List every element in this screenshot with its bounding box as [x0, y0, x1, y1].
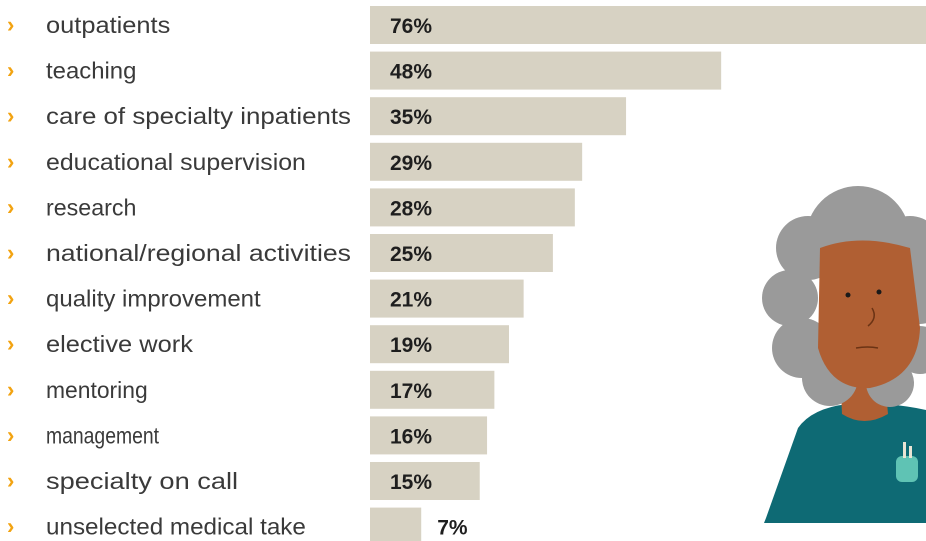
bar [370, 507, 422, 541]
bar [370, 51, 722, 90]
bar [370, 142, 583, 181]
category-label: outpatients [46, 12, 170, 38]
value-label: 16% [390, 425, 432, 448]
category-label: care of specialty inpatients [46, 103, 351, 129]
nose [867, 307, 875, 327]
category-label: national/regional activities [46, 240, 351, 266]
value-label: 48% [390, 61, 432, 84]
bullet-chevron-icon: › [7, 331, 14, 356]
value-label: 25% [390, 243, 432, 266]
bar [370, 97, 627, 136]
bullet-chevron-icon: › [7, 12, 14, 37]
bar [370, 234, 553, 272]
value-label: 15% [390, 471, 432, 494]
value-label: 17% [390, 380, 432, 403]
pen-shape [903, 442, 906, 458]
bar [370, 188, 575, 227]
bullet-chevron-icon: › [7, 422, 14, 447]
bullet-chevron-icon: › [7, 149, 14, 174]
doctor-avatar-icon [762, 186, 926, 523]
bullet-chevron-icon: › [7, 240, 14, 265]
face-shape [818, 240, 920, 389]
category-label: unselected medical take [46, 514, 306, 540]
value-label: 28% [390, 197, 432, 220]
category-label: specialty on call [46, 468, 238, 494]
pocket-shape [896, 456, 918, 482]
value-label: 29% [390, 152, 432, 175]
bar [370, 462, 480, 500]
category-label: elective work [46, 331, 193, 357]
bullet-chevron-icon: › [7, 514, 14, 539]
bullet-chevron-icon: › [7, 58, 14, 83]
tunic-shape [764, 403, 926, 523]
bullet-chevron-icon: › [7, 286, 14, 311]
left-eye [845, 292, 851, 298]
category-label: mentoring [46, 377, 148, 403]
right-eye [876, 289, 882, 295]
bar [370, 416, 488, 455]
bullet-chevron-icon: › [7, 468, 14, 493]
bar [370, 370, 495, 409]
bullet-chevron-icon: › [7, 377, 14, 402]
value-label: 76% [390, 15, 432, 38]
bar [370, 6, 926, 44]
pen-shape [909, 446, 912, 458]
mouth [855, 346, 879, 349]
value-label: 35% [390, 106, 432, 129]
bullet-chevron-icon: › [7, 194, 14, 219]
bar [370, 325, 509, 364]
bar [370, 279, 524, 318]
category-label: educational supervision [46, 149, 306, 175]
category-label: quality improvement [46, 286, 261, 312]
value-label: 19% [390, 334, 432, 357]
value-label: 7% [437, 517, 468, 540]
category-label: management [46, 422, 160, 448]
category-label: research [46, 194, 136, 220]
value-label: 21% [390, 289, 432, 312]
bullet-chevron-icon: › [7, 103, 14, 128]
category-label: teaching [46, 58, 136, 84]
